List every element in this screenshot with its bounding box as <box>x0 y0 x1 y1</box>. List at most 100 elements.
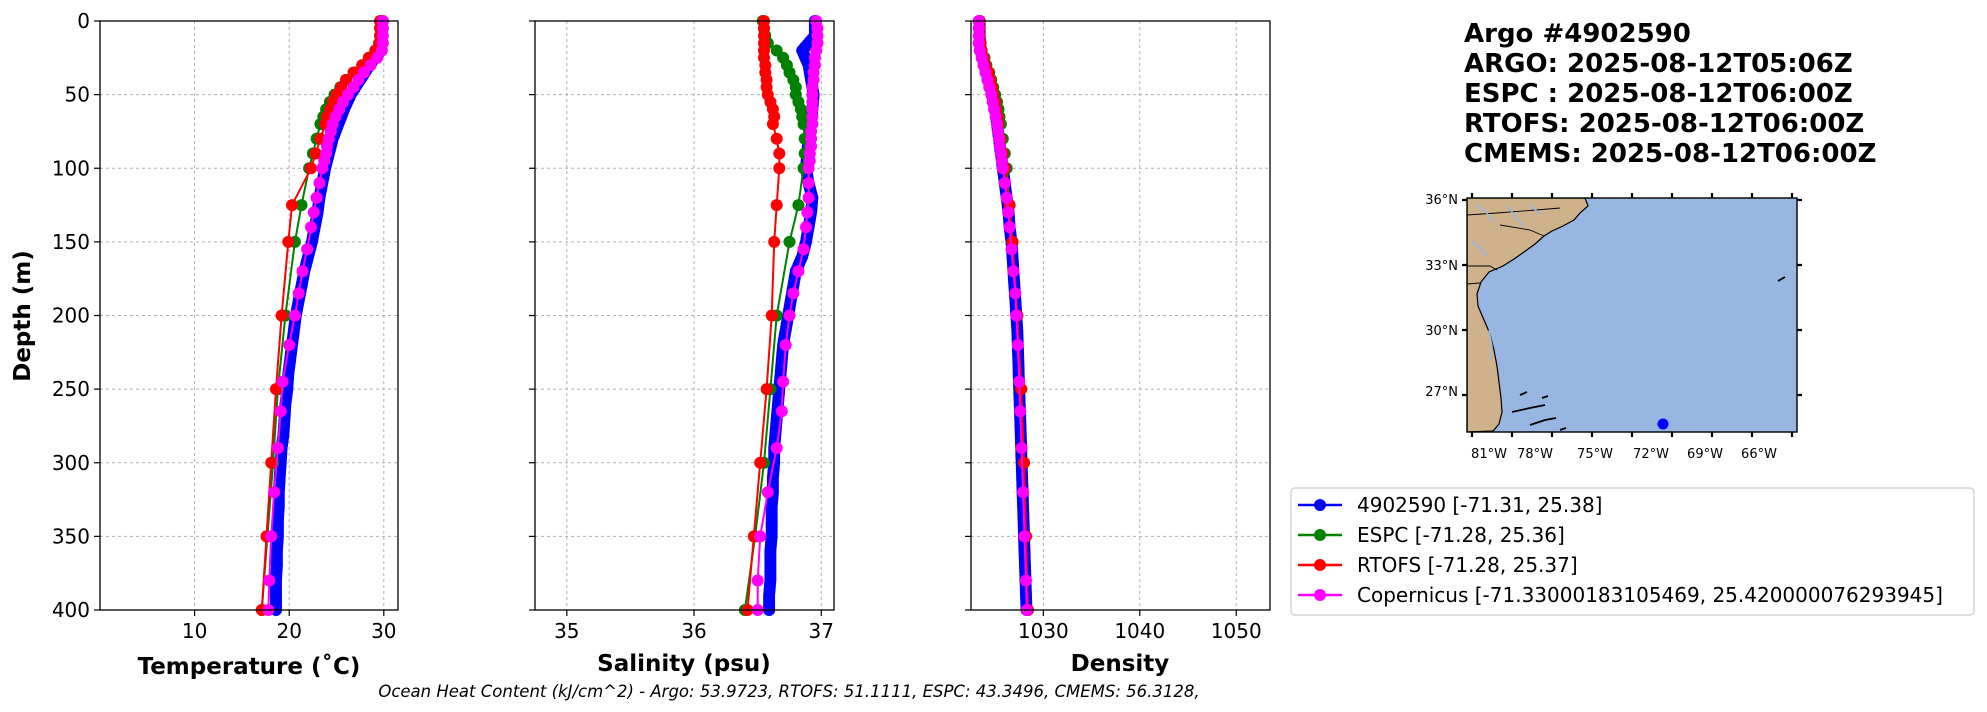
temperature-ticks: 0 50 100 150 200 250 300 350 400 10 20 30 <box>52 9 397 643</box>
density-point-copernicus <box>1011 339 1024 351</box>
temperature-point-copernicus <box>263 574 276 587</box>
info-argo-time: ARGO: 2025-08-12T05:06Z <box>1464 49 1853 79</box>
salinity-point-copernicus <box>770 442 783 454</box>
density-point-copernicus <box>1013 375 1026 388</box>
argo-float-marker <box>1657 418 1669 430</box>
temperature-point-rtofs <box>282 235 295 248</box>
depth-tick-label: 150 <box>52 230 90 254</box>
legend: 4902590 [-71.31, 25.38] ESPC [-71.28, 25… <box>1290 487 1975 616</box>
temperature-xtick-label: 10 <box>182 619 207 643</box>
density-xtick-label: 1040 <box>1114 619 1165 643</box>
map-lat-label: 36°N <box>1425 193 1458 208</box>
density-point-copernicus <box>1003 221 1016 234</box>
salinity-point-copernicus <box>802 162 815 175</box>
depth-ylabel: Depth (m) <box>10 250 36 382</box>
salinity-xlabel: Salinity (psu) <box>597 651 771 677</box>
depth-tick-label: 50 <box>65 83 90 107</box>
info-rtofs-time: RTOFS: 2025-08-12T06:00Z <box>1464 109 1864 139</box>
temperature-point-espc <box>295 199 308 212</box>
salinity-point-copernicus <box>787 287 800 300</box>
map-lon-label: 81°W <box>1471 447 1507 462</box>
legend-marker-argo <box>1314 499 1326 511</box>
temperature-point-copernicus <box>305 221 317 234</box>
info-block: Argo #4902590 ARGO: 2025-08-12T05:06Z ES… <box>1464 19 1876 169</box>
density-point-copernicus <box>1015 442 1028 454</box>
density-point-copernicus <box>1000 191 1013 204</box>
temperature-point-copernicus <box>274 405 287 418</box>
temperature-point-rtofs <box>309 147 322 160</box>
salinity-xtick-label: 36 <box>681 619 706 643</box>
legend-label: RTOFS [-71.28, 25.37] <box>1357 553 1578 577</box>
salinity-point-copernicus <box>777 375 790 388</box>
density-point-copernicus <box>1018 530 1031 543</box>
density-point-copernicus <box>1020 574 1032 587</box>
depth-tick-label: 250 <box>52 377 90 401</box>
density-point-copernicus <box>1017 486 1030 499</box>
density-ticks: 1030 1040 1050 <box>965 20 1262 643</box>
salinity-point-copernicus <box>800 221 812 234</box>
map-lon-label: 69°W <box>1687 447 1723 462</box>
temperature-point-rtofs <box>286 199 298 212</box>
temperature-series <box>255 15 389 616</box>
temperature-point-copernicus <box>310 191 323 204</box>
depth-tick-label: 300 <box>52 451 90 475</box>
map-state-borders <box>1467 207 1561 285</box>
salinity-point-rtofs <box>766 118 779 131</box>
temperature-point-copernicus <box>316 162 329 175</box>
temperature-point-copernicus <box>307 206 320 219</box>
depth-tick-label: 400 <box>52 598 90 622</box>
salinity-point-rtofs <box>773 147 786 160</box>
depth-tick-label: 0 <box>77 9 90 33</box>
legend-marker-copernicus <box>1314 589 1326 601</box>
legend-label: 4902590 [-71.31, 25.38] <box>1357 493 1602 517</box>
temperature-point-copernicus <box>313 177 326 189</box>
temperature-point-copernicus <box>296 265 309 278</box>
map-rivers <box>1471 204 1541 361</box>
map-lat-label: 33°N <box>1425 259 1458 274</box>
map-islands <box>1511 276 1786 431</box>
temperature-panel: 0 50 100 150 200 250 300 350 400 10 20 30 Temperatu… <box>10 9 399 680</box>
temperature-point-copernicus <box>288 309 301 322</box>
salinity-xtick-label: 37 <box>809 619 834 643</box>
salinity-point-copernicus <box>792 265 805 278</box>
density-xtick-label: 1050 <box>1211 619 1262 643</box>
density-xlabel: Density <box>1071 651 1170 677</box>
salinity-point-rtofs <box>760 383 773 396</box>
density-point-copernicus <box>1009 287 1022 300</box>
salinity-point-copernicus <box>761 486 774 499</box>
legend-label: Copernicus [-71.33000183105469, 25.42000… <box>1357 583 1943 607</box>
map-land <box>1467 198 1589 432</box>
legend-box <box>1290 487 1975 616</box>
salinity-point-copernicus <box>802 191 815 204</box>
salinity-panel: 35 36 37 Salinity (psu) <box>529 15 835 677</box>
salinity-point-copernicus <box>754 530 767 543</box>
info-title: Argo #4902590 <box>1464 19 1691 49</box>
salinity-point-copernicus <box>779 339 792 351</box>
temperature-grid <box>100 20 398 611</box>
temperature-point-rtofs <box>305 162 317 175</box>
salinity-point-rtofs <box>770 132 783 145</box>
legend-label: ESPC [-71.28, 25.36] <box>1357 523 1565 547</box>
temperature-point-copernicus <box>276 375 289 388</box>
temperature-xtick-label: 20 <box>276 619 301 643</box>
salinity-point-copernicus <box>802 177 815 189</box>
density-point-copernicus <box>1014 405 1027 418</box>
density-point-copernicus <box>1002 206 1015 219</box>
info-cmems-time: CMEMS: 2025-08-12T06:00Z <box>1464 139 1876 169</box>
salinity-point-espc <box>783 235 796 248</box>
density-point-copernicus <box>1007 265 1020 278</box>
map-lon-label: 72°W <box>1633 447 1669 462</box>
salinity-point-copernicus <box>801 206 814 219</box>
salinity-point-rtofs <box>768 235 781 248</box>
temperature-point-rtofs <box>265 456 278 469</box>
salinity-point-rtofs <box>770 199 783 212</box>
legend-marker-rtofs <box>1314 559 1326 571</box>
map-frame-ticks <box>1462 193 1802 437</box>
temperature-point-rtofs <box>275 309 288 322</box>
legend-marker-espc <box>1314 529 1326 541</box>
salinity-point-copernicus <box>783 309 796 322</box>
density-panel: 1030 1040 1050 Density <box>965 15 1271 677</box>
temperature-xlabel: Temperature (˚C) <box>138 653 361 680</box>
legend-item: ESPC [-71.28, 25.36] <box>1298 523 1565 547</box>
map-lat-label: 30°N <box>1425 324 1458 339</box>
